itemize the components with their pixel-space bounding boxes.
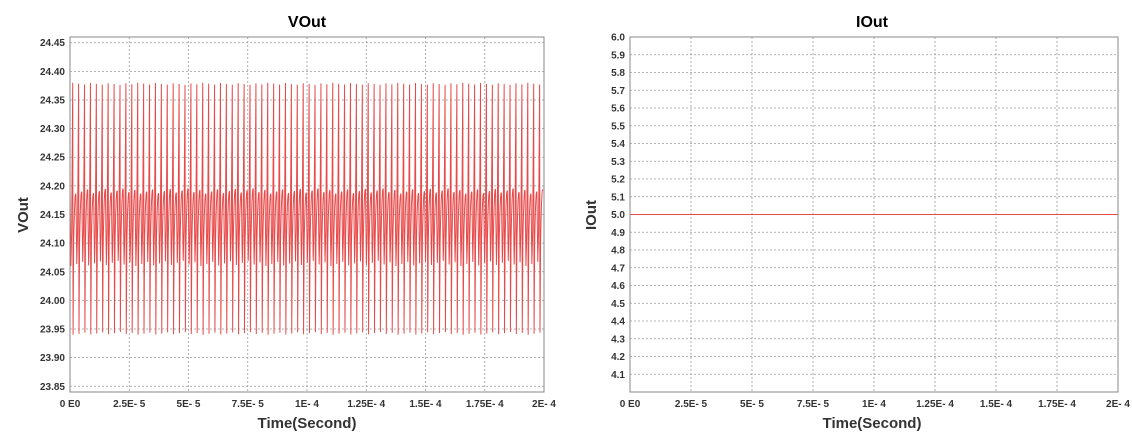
vout-y-tick-label: 24.45 — [40, 38, 65, 49]
vout-chart: VOut VOut Time(Second) 0 E0 2.5E- 5 5E- 5 7… — [15, 14, 556, 432]
vout-chart-title: VOut — [288, 14, 327, 31]
iout-plot-frame — [629, 36, 1119, 393]
iout-y-tick-label: 5.7 — [611, 86, 625, 97]
vout-x-tick-label: 2.5E- 5 — [113, 399, 146, 410]
iout-y-tick-label: 4.1 — [611, 370, 625, 381]
vout-y-tick-label: 24.25 — [40, 153, 65, 164]
iout-x-tick-label: 7.5E- 5 — [797, 399, 830, 410]
iout-y-tick-label: 5.9 — [611, 50, 625, 61]
vout-y-ticks: 23.85 23.90 23.95 24.00 24.05 24.10 24.15 24.20… — [40, 38, 65, 393]
iout-y-tick-label: 5.8 — [611, 68, 625, 79]
iout-x-tick-label: 0 E0 — [620, 399, 641, 410]
vout-x-tick-label: 1.75E- 4 — [466, 399, 504, 410]
iout-x-tick-label: 1E- 4 — [862, 399, 886, 410]
iout-x-ticks: 0 E0 2.5E- 5 5E- 5 7.5E- 5 1E- 4 1.25E- 4 1.5E… — [620, 399, 1131, 410]
iout-x-tick-label: 5E- 5 — [740, 399, 764, 410]
iout-y-tick-label: 4.6 — [611, 281, 625, 292]
iout-y-ticks: 4.1 4.2 4.3 4.4 4.5 4.6 4.7 4.8 4.9 5.0 5.1 5.2 5.3 5… — [611, 33, 625, 381]
iout-chart-title: IOut — [856, 14, 889, 31]
iout-y-tick-label: 4.9 — [611, 228, 625, 239]
iout-y-tick-label: 5.0 — [611, 210, 625, 221]
vout-x-tick-label: 7.5E- 5 — [232, 399, 265, 410]
vout-x-tick-label: 1E- 4 — [295, 399, 319, 410]
vout-x-tick-label: 1.5E- 4 — [409, 399, 442, 410]
vout-y-tick-label: 24.35 — [40, 95, 65, 106]
iout-y-tick-label: 4.2 — [611, 352, 625, 363]
vout-y-tick-label: 24.20 — [40, 181, 65, 192]
iout-chart: IOut IOut Time(Second) 0 E0 2.5E- 5 5E- 5 7… — [583, 14, 1130, 432]
iout-y-tick-label: 5.4 — [611, 139, 625, 150]
iout-y-axis-title: IOut — [583, 200, 600, 230]
vout-y-tick-label: 24.00 — [40, 296, 65, 307]
iout-y-tick-label: 5.3 — [611, 157, 625, 168]
vout-y-tick-label: 23.95 — [40, 325, 65, 336]
vout-y-tick-label: 24.05 — [40, 267, 65, 278]
vout-y-tick-label: 24.15 — [40, 210, 65, 221]
vout-y-tick-label: 24.10 — [40, 239, 65, 250]
iout-x-tick-label: 2E- 4 — [1106, 399, 1130, 410]
vout-x-tick-label: 5E- 5 — [177, 399, 201, 410]
vout-y-tick-label: 24.40 — [40, 67, 65, 78]
iout-x-tick-label: 2.5E- 5 — [675, 399, 708, 410]
iout-x-tick-label: 1.25E- 4 — [916, 399, 954, 410]
vout-y-axis-title: VOut — [15, 197, 32, 233]
iout-y-tick-label: 5.6 — [611, 104, 625, 115]
vout-x-tick-label: 2E- 4 — [532, 399, 556, 410]
iout-y-tick-label: 5.1 — [611, 192, 625, 203]
vout-series-line — [69, 82, 544, 335]
iout-y-tick-label: 4.8 — [611, 246, 625, 257]
iout-x-axis-title: Time(Second) — [823, 415, 922, 432]
vout-x-axis-title: Time(Second) — [258, 415, 357, 432]
vout-y-tick-label: 23.85 — [40, 382, 65, 393]
iout-x-tick-label: 1.75E- 4 — [1038, 399, 1076, 410]
iout-y-tick-label: 4.7 — [611, 263, 625, 274]
iout-y-tick-label: 4.4 — [611, 317, 625, 328]
iout-x-tick-label: 1.5E- 4 — [980, 399, 1013, 410]
vout-plot-frame — [69, 36, 545, 393]
iout-y-tick-label: 4.3 — [611, 334, 625, 345]
vout-x-tick-label: 0 E0 — [60, 399, 81, 410]
vout-x-tick-label: 1.25E- 4 — [347, 399, 385, 410]
vout-y-tick-label: 23.90 — [40, 353, 65, 364]
iout-y-tick-label: 5.5 — [611, 121, 625, 132]
iout-y-tick-label: 4.5 — [611, 299, 625, 310]
iout-y-tick-label: 5.2 — [611, 175, 625, 186]
vout-y-tick-label: 24.30 — [40, 124, 65, 135]
vout-x-ticks: 0 E0 2.5E- 5 5E- 5 7.5E- 5 1E- 4 1.25E- 4 1.5E… — [60, 399, 557, 410]
iout-y-tick-label: 6.0 — [611, 33, 625, 44]
